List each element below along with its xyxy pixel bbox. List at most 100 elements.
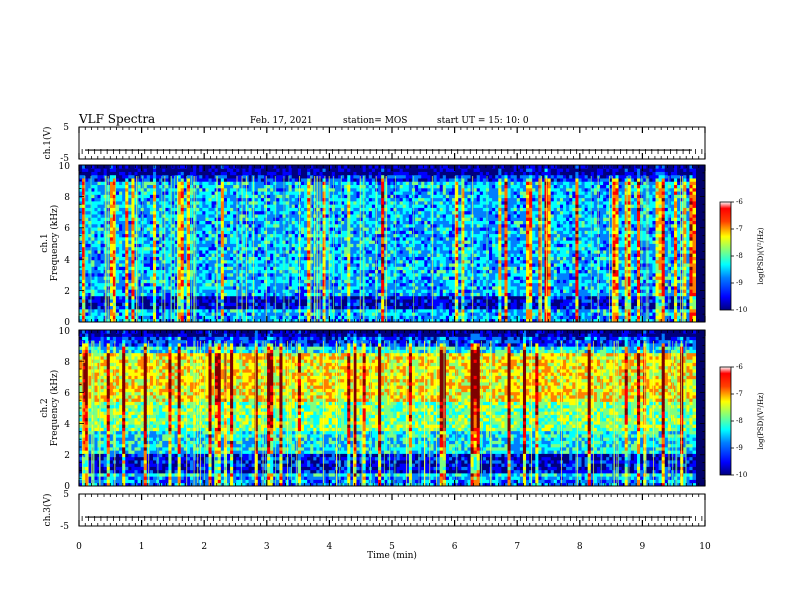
spectrogram-cell <box>337 217 342 221</box>
spectrogram-cell <box>313 243 317 248</box>
spectrogram-cell <box>313 315 317 320</box>
spectrogram-cell <box>267 318 271 323</box>
spectrogram-cell <box>310 305 314 310</box>
spectrogram-cell <box>217 243 222 248</box>
spectrogram-cell <box>270 178 274 182</box>
spectrogram-cell <box>174 220 179 225</box>
spectrogram-cell <box>263 227 268 231</box>
spectrogram-cell <box>270 181 274 186</box>
spectrogram-cell <box>300 282 305 287</box>
spectrogram-cell <box>223 246 228 251</box>
spectrogram-cell <box>344 263 348 267</box>
spectrogram-cell <box>319 263 323 267</box>
spectrogram-cell <box>79 223 83 228</box>
spectrogram-cell <box>285 250 290 254</box>
spectrogram-cell <box>304 187 308 192</box>
spectrogram-cell <box>223 305 228 310</box>
spectrogram-cell <box>347 305 351 310</box>
spectrogram-cell <box>316 191 320 195</box>
spectrogram-cell <box>254 217 259 221</box>
spectrogram-cell <box>109 168 114 172</box>
spectrogram-cell <box>180 292 185 297</box>
spectrogram-cell <box>325 171 330 176</box>
spectrogram-cell <box>257 243 262 248</box>
spectrogram-cell <box>359 259 364 264</box>
spectrogram-cell <box>279 230 283 235</box>
spectrogram-cell <box>359 266 364 271</box>
spectrogram-cell <box>300 165 305 169</box>
spectrogram-cell <box>214 302 219 307</box>
spectrogram-cell <box>248 178 253 182</box>
spectrogram-cell <box>149 184 154 189</box>
spectrogram-cell <box>165 197 169 202</box>
spectrogram-cell <box>365 204 370 208</box>
spectrogram-cell <box>149 220 154 225</box>
spectrogram-cell <box>193 184 197 189</box>
spectrogram-cell <box>131 256 135 261</box>
spectrogram-cell <box>122 181 126 186</box>
spectrogram-cell <box>356 263 360 267</box>
spectrogram-cell <box>248 227 253 231</box>
figure-title: VLF Spectra <box>78 112 155 126</box>
spectrogram-cell <box>310 269 314 274</box>
spectrogram-cell <box>334 171 339 176</box>
spectrogram-cell <box>230 214 234 218</box>
spectrogram-cell <box>294 236 299 241</box>
spectrogram-cell <box>165 286 169 290</box>
spectrogram-cell <box>245 289 249 293</box>
spectrogram-cell <box>149 312 154 316</box>
spectrogram-cell <box>242 282 246 287</box>
spectrogram-cell <box>334 253 339 257</box>
spectrogram-cell <box>171 168 175 172</box>
spectrogram-cell <box>189 286 194 290</box>
spectrogram-cell <box>119 165 123 169</box>
spectrogram-cell <box>337 230 342 235</box>
spectrogram-cell <box>100 220 105 225</box>
spectrogram-cell <box>267 168 271 172</box>
spectrogram-cell <box>128 210 132 215</box>
spectrogram-cell <box>137 263 142 267</box>
spectrogram-cell <box>353 318 357 323</box>
spectrogram-cell <box>116 233 120 238</box>
spectrogram-cell <box>248 295 253 300</box>
spectrogram-cell <box>374 256 379 261</box>
spectrogram-cell <box>233 266 237 271</box>
spectrogram-cell <box>79 236 83 241</box>
spectrogram-cell <box>91 312 95 316</box>
spectrogram-cell <box>79 214 83 218</box>
spectrogram-cell <box>294 312 299 316</box>
spectrogram-cell <box>344 230 348 235</box>
spectrogram-cell <box>159 230 163 235</box>
spectrogram-cell <box>368 266 373 271</box>
spectrogram-cell <box>109 223 114 228</box>
spectrogram-cell <box>245 236 249 241</box>
spectrogram-cell <box>245 279 249 284</box>
spectrogram-cell <box>100 240 105 244</box>
spectrogram-cell <box>233 263 237 267</box>
spectrogram-cell <box>146 236 151 241</box>
spectrogram-cell <box>257 266 262 271</box>
spectrogram-cell <box>239 266 243 271</box>
spectrogram-cell <box>109 302 114 307</box>
spectrogram-cell <box>208 299 212 303</box>
spectrogram-cell <box>276 250 280 254</box>
spectrogram-cell <box>112 279 117 284</box>
spectrogram-cell <box>149 253 154 257</box>
spectrogram-cell <box>137 253 142 257</box>
spectrogram-cell <box>152 315 157 320</box>
spectrogram-cell <box>131 279 135 284</box>
spectrogram-cell <box>177 210 182 215</box>
spectrogram-cell <box>257 289 262 293</box>
spectrogram-cell <box>85 292 89 297</box>
spectrogram-cell <box>146 292 151 297</box>
spectrogram-cell <box>122 220 126 225</box>
spectrogram-cell <box>205 289 209 293</box>
spectrogram-cell <box>122 250 126 254</box>
spectrogram-cell <box>223 282 228 287</box>
spectrogram-cell <box>94 266 98 271</box>
spectrogram-cell <box>279 220 283 225</box>
spectrogram-cell <box>214 233 219 238</box>
spectrogram-cell <box>85 305 89 310</box>
spectrogram-cell <box>223 253 228 257</box>
spectrogram-cell <box>125 204 129 208</box>
